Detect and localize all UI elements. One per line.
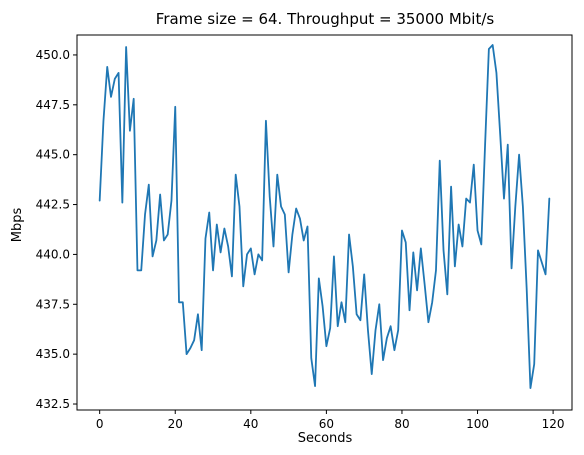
y-tick-label: 437.5 [36,297,70,311]
x-tick-label: 60 [319,417,334,431]
y-tick-label: 445.0 [36,148,70,162]
plot-area-frame [76,34,573,411]
series-line [98,44,551,389]
x-tick-label: 0 [96,417,104,431]
y-tick-label: 450.0 [36,48,70,62]
chart-title: Frame size = 64. Throughput = 35000 Mbit… [156,10,495,28]
x-tick-label: 120 [542,417,565,431]
x-axis-label: Seconds [298,431,353,446]
x-axis: 0 20 40 60 80 100 120 [96,410,565,431]
x-tick-label: 20 [168,417,183,431]
x-tick-label: 40 [243,417,258,431]
y-tick-label: 440.0 [36,247,70,261]
x-tick-label: 100 [466,417,489,431]
y-tick-label: 447.5 [36,98,70,112]
y-axis: 432.5 435.0 437.5 440.0 442.5 445.0 447.5 450.0 [36,48,77,411]
y-tick-label: 432.5 [36,397,70,411]
series-layer [98,44,551,389]
y-tick-label: 442.5 [36,198,70,212]
y-tick-label: 435.0 [36,347,70,361]
x-tick-label: 80 [394,417,409,431]
y-axis-label: Mbps [10,208,25,243]
